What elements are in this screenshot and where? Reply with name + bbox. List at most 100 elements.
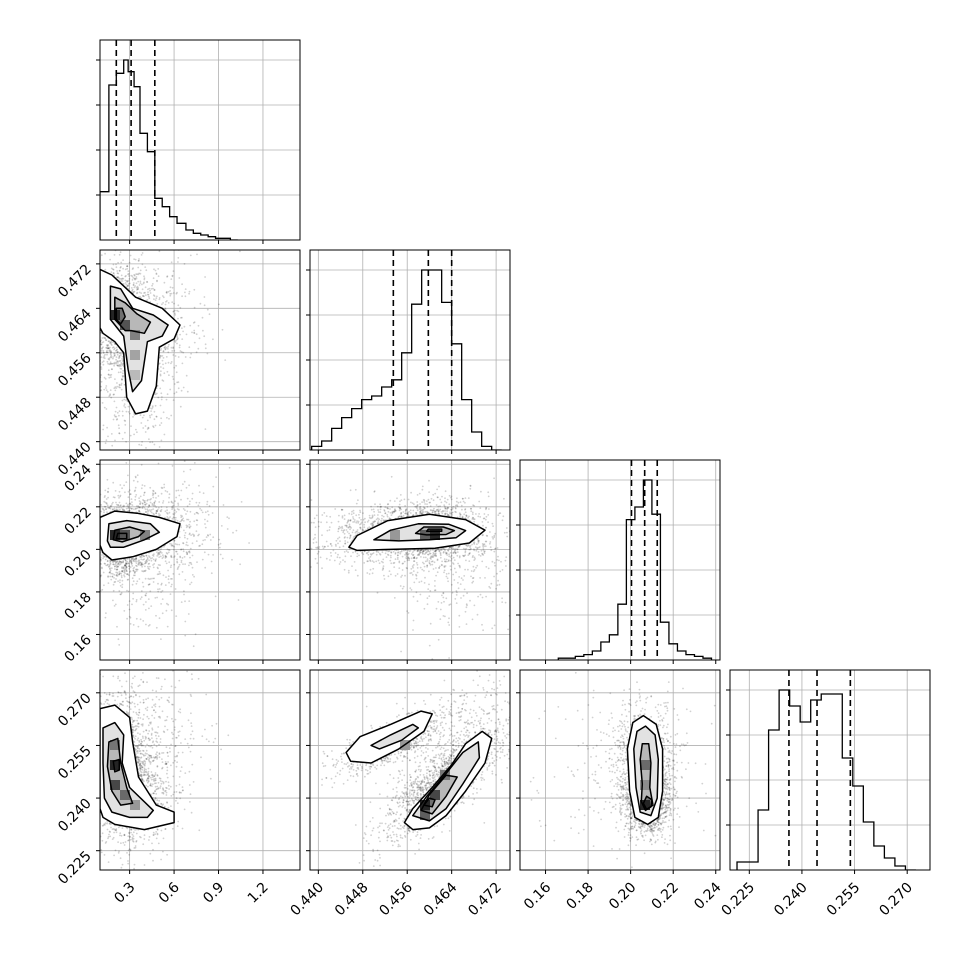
scatter-point [125, 275, 127, 277]
scatter-point [171, 275, 174, 278]
scatter-point [112, 356, 114, 358]
scatter-point [109, 507, 112, 510]
scatter-point [147, 426, 150, 429]
scatter-point [209, 539, 212, 541]
scatter-point [159, 373, 162, 376]
scatter-point [162, 296, 165, 299]
scatter-point [188, 503, 191, 506]
scatter-point [206, 352, 209, 355]
scatter-point [133, 572, 136, 574]
scatter-point [139, 295, 142, 298]
scatter-point [108, 506, 111, 509]
scatter-point [160, 486, 163, 489]
scatter-point [112, 563, 115, 566]
scatter-point [191, 492, 194, 495]
scatter-point [134, 570, 137, 573]
scatter-point [113, 361, 116, 364]
scatter-point [148, 562, 151, 565]
scatter-point [109, 350, 112, 353]
scatter-point [115, 361, 118, 364]
scatter-point [173, 563, 176, 566]
scatter-point [109, 342, 112, 344]
scatter-point [160, 638, 162, 640]
scatter-point [187, 613, 190, 615]
scatter-point [176, 338, 179, 341]
scatter-point [159, 572, 162, 575]
scatter-point [131, 268, 134, 270]
density-cell [130, 330, 140, 340]
scatter-point [112, 563, 115, 566]
scatter-point [177, 337, 179, 340]
scatter-point [154, 247, 156, 249]
scatter-point [97, 312, 99, 314]
scatter-point [160, 508, 163, 511]
scatter-point [125, 283, 128, 286]
scatter-point [109, 361, 112, 364]
scatter-point [166, 370, 169, 373]
scatter-point [120, 592, 123, 594]
scatter-point [109, 561, 112, 564]
scatter-point [96, 567, 98, 569]
scatter-point [159, 349, 162, 352]
scatter-point [164, 362, 167, 365]
scatter-point [89, 532, 91, 534]
scatter-point [96, 539, 98, 541]
scatter-point [210, 560, 213, 563]
scatter-point [86, 260, 88, 262]
scatter-point [100, 389, 103, 392]
scatter-point [150, 509, 153, 511]
scatter-point [140, 563, 143, 565]
scatter-point [125, 570, 128, 572]
scatter-point [167, 603, 170, 606]
scatter-point [108, 358, 111, 361]
scatter-point [112, 418, 115, 421]
scatter-point [160, 347, 163, 350]
scatter-point [176, 519, 179, 522]
scatter-point [168, 493, 171, 496]
scatter-point [107, 347, 110, 349]
scatter-point [107, 344, 110, 346]
scatter-point [159, 354, 162, 357]
scatter-point [101, 341, 104, 344]
scatter-point [113, 507, 116, 509]
scatter-point [100, 385, 102, 388]
scatter-point [91, 401, 93, 403]
scatter-point [173, 512, 176, 514]
scatter-point [118, 410, 121, 413]
scatter-point [135, 557, 138, 560]
scatter-point [170, 543, 173, 545]
scatter-point [98, 330, 100, 332]
scatter-point [110, 396, 113, 399]
scatter-point [165, 552, 168, 554]
scatter-point [126, 265, 128, 267]
scatter-point [142, 554, 145, 557]
scatter-point [128, 278, 131, 280]
scatter-point [164, 348, 167, 350]
scatter-point [146, 419, 149, 422]
scatter-point [141, 570, 144, 572]
scatter-point [185, 333, 188, 336]
scatter-point [178, 344, 181, 347]
scatter-point [173, 392, 176, 395]
scatter-point [100, 339, 103, 342]
scatter-point [166, 393, 169, 396]
scatter-point [107, 369, 110, 372]
scatter-point [111, 368, 113, 371]
scatter-point [87, 326, 89, 328]
scatter-point [128, 261, 131, 264]
scatter-point [180, 350, 183, 353]
scatter-point [170, 564, 173, 567]
scatter-point [95, 518, 97, 520]
scatter-point [159, 555, 162, 558]
scatter-point [118, 365, 121, 368]
scatter-point [106, 353, 108, 356]
scatter-point [167, 345, 170, 348]
scatter-point [191, 554, 194, 557]
scatter-point [122, 259, 124, 261]
scatter-point [137, 505, 140, 507]
scatter-point [211, 512, 214, 514]
scatter-point [104, 501, 107, 504]
scatter-point [103, 406, 106, 409]
scatter-point [117, 351, 119, 353]
scatter-point [179, 350, 182, 352]
